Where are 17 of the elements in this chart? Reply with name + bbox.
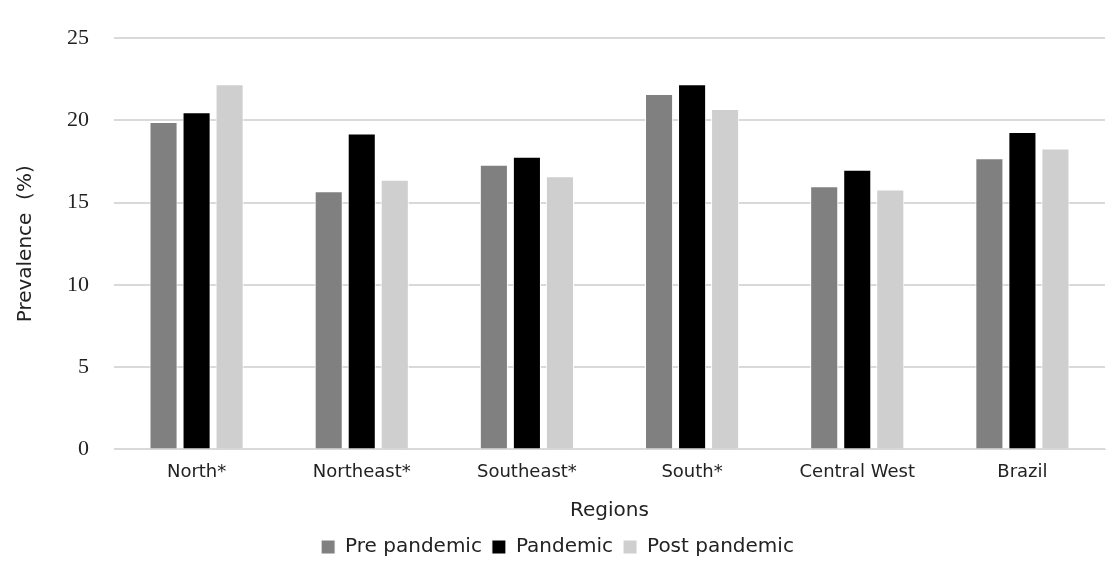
x-tick-label: South* bbox=[661, 459, 723, 481]
x-axis-title: Regions bbox=[570, 497, 649, 522]
y-tick-label: 0 bbox=[78, 435, 89, 461]
y-tick-label: 5 bbox=[78, 352, 89, 378]
legend-label: Pandemic bbox=[515, 533, 614, 558]
legend-label: Post pandemic bbox=[647, 533, 794, 558]
y-tick-label: 15 bbox=[67, 188, 89, 214]
y-tick-label: 25 bbox=[67, 23, 89, 49]
x-tick-label: Brazil bbox=[997, 459, 1048, 481]
y-tick-label: 10 bbox=[67, 270, 89, 296]
y-tick-label: 20 bbox=[67, 106, 89, 132]
x-tick-label: North* bbox=[166, 459, 227, 481]
x-tick-label: Central West bbox=[799, 459, 916, 481]
x-tick-label: Southeast* bbox=[476, 459, 577, 481]
legend-label: Pre pandemic bbox=[345, 533, 482, 558]
y-axis-title: Prevalence (%) bbox=[12, 165, 37, 323]
x-tick-label: Northeast* bbox=[312, 459, 411, 481]
